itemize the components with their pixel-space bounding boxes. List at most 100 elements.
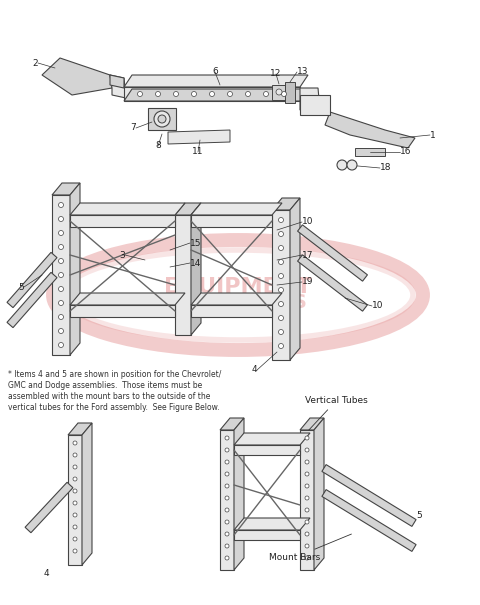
Polygon shape: [52, 195, 70, 355]
Polygon shape: [220, 418, 244, 430]
Circle shape: [225, 460, 229, 464]
Polygon shape: [272, 198, 300, 210]
Polygon shape: [175, 215, 191, 335]
Text: 11: 11: [192, 148, 204, 157]
Circle shape: [276, 89, 282, 95]
Circle shape: [225, 436, 229, 440]
Text: 14: 14: [190, 258, 202, 267]
Text: * Items 4 and 5 are shown in position for the Chevrolet/: * Items 4 and 5 are shown in position fo…: [8, 370, 221, 379]
Circle shape: [59, 342, 63, 347]
Circle shape: [225, 544, 229, 548]
Circle shape: [59, 231, 63, 235]
Circle shape: [59, 258, 63, 264]
Circle shape: [59, 301, 63, 306]
Polygon shape: [110, 75, 126, 98]
Text: 7: 7: [130, 123, 136, 132]
Polygon shape: [191, 203, 282, 215]
Circle shape: [59, 272, 63, 278]
Circle shape: [305, 508, 309, 512]
Text: 15: 15: [190, 238, 202, 247]
Polygon shape: [124, 87, 300, 101]
Polygon shape: [272, 210, 290, 360]
Circle shape: [245, 91, 251, 97]
Circle shape: [225, 496, 229, 500]
Text: assembled with the mount bars to the outside of the: assembled with the mount bars to the out…: [8, 392, 210, 401]
Circle shape: [278, 330, 284, 335]
Circle shape: [278, 315, 284, 321]
Circle shape: [137, 91, 143, 97]
Circle shape: [225, 448, 229, 452]
Circle shape: [73, 525, 77, 529]
Polygon shape: [25, 482, 73, 533]
Circle shape: [278, 218, 284, 223]
Text: 13: 13: [297, 68, 309, 76]
Circle shape: [192, 91, 196, 97]
Circle shape: [209, 91, 215, 97]
Circle shape: [73, 465, 77, 469]
Text: 6: 6: [212, 68, 218, 76]
Text: 8: 8: [155, 142, 161, 151]
Text: EQUIPMENT: EQUIPMENT: [164, 277, 312, 297]
Text: 5: 5: [416, 511, 422, 520]
Text: 1: 1: [430, 131, 436, 140]
Polygon shape: [300, 88, 320, 110]
Circle shape: [59, 203, 63, 208]
Polygon shape: [355, 148, 385, 156]
Text: Vertical Tubes: Vertical Tubes: [305, 396, 368, 430]
Circle shape: [59, 217, 63, 221]
Polygon shape: [148, 108, 176, 130]
Circle shape: [225, 472, 229, 476]
Polygon shape: [314, 418, 324, 570]
Circle shape: [73, 453, 77, 457]
Circle shape: [278, 301, 284, 307]
Circle shape: [225, 532, 229, 536]
Circle shape: [264, 91, 268, 97]
Polygon shape: [124, 89, 308, 101]
Circle shape: [305, 496, 309, 500]
Polygon shape: [325, 112, 415, 148]
Circle shape: [337, 160, 347, 170]
Polygon shape: [68, 423, 92, 435]
Polygon shape: [272, 85, 285, 100]
Circle shape: [281, 91, 287, 97]
Polygon shape: [52, 183, 80, 195]
Circle shape: [228, 91, 232, 97]
Polygon shape: [70, 293, 185, 305]
Text: 18: 18: [380, 163, 392, 172]
Polygon shape: [68, 435, 82, 565]
Polygon shape: [70, 183, 80, 355]
Polygon shape: [285, 82, 295, 103]
Circle shape: [305, 484, 309, 488]
Polygon shape: [234, 445, 300, 455]
Circle shape: [73, 477, 77, 481]
Polygon shape: [234, 433, 310, 445]
Circle shape: [305, 472, 309, 476]
Circle shape: [305, 448, 309, 452]
Circle shape: [305, 460, 309, 464]
Text: 4: 4: [43, 569, 49, 578]
Circle shape: [305, 556, 309, 560]
Polygon shape: [191, 305, 272, 317]
Text: 4: 4: [252, 365, 257, 374]
Text: 10: 10: [302, 218, 313, 226]
Polygon shape: [300, 430, 314, 570]
Circle shape: [278, 287, 284, 292]
Polygon shape: [298, 255, 367, 311]
Polygon shape: [234, 530, 300, 540]
Polygon shape: [70, 305, 175, 317]
Polygon shape: [234, 418, 244, 570]
Text: 3: 3: [119, 250, 125, 260]
Circle shape: [225, 484, 229, 488]
Circle shape: [73, 549, 77, 553]
Circle shape: [158, 115, 166, 123]
Circle shape: [305, 532, 309, 536]
Circle shape: [225, 520, 229, 524]
Text: 5: 5: [18, 283, 24, 292]
Circle shape: [59, 329, 63, 333]
Circle shape: [278, 246, 284, 250]
Circle shape: [59, 244, 63, 249]
Text: 19: 19: [302, 278, 313, 287]
Text: GMC and Dodge assemblies.  Those items must be: GMC and Dodge assemblies. Those items mu…: [8, 381, 202, 390]
Circle shape: [347, 160, 357, 170]
Text: SPECIALISTS: SPECIALISTS: [168, 292, 307, 312]
